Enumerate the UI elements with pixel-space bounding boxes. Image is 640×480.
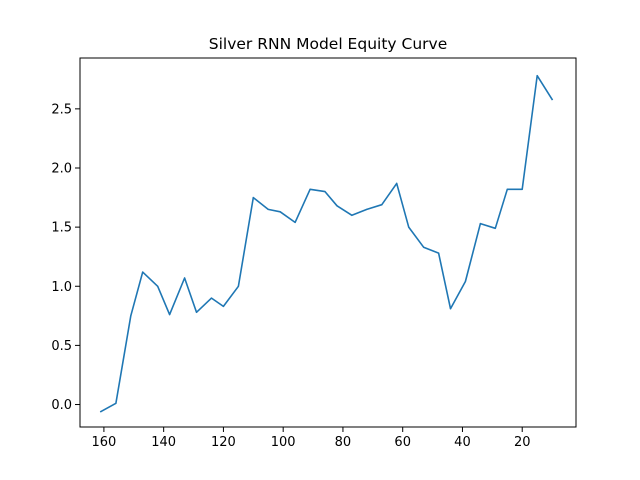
data-point [423, 246, 425, 248]
data-point [115, 402, 117, 404]
data-point [408, 226, 410, 228]
chart-title: Silver RNN Model Equity Curve [209, 35, 447, 53]
data-point [169, 314, 171, 316]
x-tick-label: 60 [394, 435, 411, 450]
plot-area [99, 74, 554, 413]
data-point [294, 221, 296, 223]
data-point [381, 204, 383, 206]
data-point [279, 211, 281, 213]
data-point [309, 188, 311, 190]
data-point [479, 223, 481, 225]
data-point [521, 188, 523, 190]
data-point [464, 280, 466, 283]
y-tick-label: 0.0 [51, 398, 72, 413]
data-point [551, 98, 553, 100]
data-point [324, 191, 326, 193]
data-point [130, 315, 132, 317]
data-point [336, 205, 338, 207]
y-tick-label: 1.0 [51, 280, 72, 295]
data-point [237, 285, 239, 287]
y-tick-label: 2.0 [51, 161, 72, 176]
data-point [494, 227, 496, 229]
data-point [449, 308, 452, 310]
x-tick-label: 80 [335, 435, 352, 450]
x-tick-label: 160 [91, 435, 116, 450]
x-tick-label: 100 [271, 435, 296, 450]
data-point [252, 197, 254, 199]
data-point [396, 182, 398, 184]
y-tick-label: 1.5 [51, 221, 72, 236]
y-tick-label: 2.5 [51, 102, 72, 117]
y-tick-label: 0.5 [51, 339, 72, 354]
data-point [210, 297, 213, 299]
data-point [222, 305, 224, 307]
x-tick-label: 120 [211, 435, 236, 450]
data-point [184, 277, 186, 279]
axes-frame [79, 57, 577, 428]
data-point [100, 411, 102, 413]
data-point [536, 75, 538, 77]
data-point [506, 188, 508, 190]
data-point [438, 252, 440, 254]
data-point [267, 208, 269, 210]
data-point [142, 271, 144, 273]
x-tick-label: 20 [514, 435, 531, 450]
data-point [195, 311, 198, 313]
x-tick-label: 40 [454, 435, 471, 450]
data-point [366, 208, 368, 210]
data-point [351, 214, 353, 216]
data-point [157, 285, 159, 287]
x-tick-label: 140 [151, 435, 176, 450]
